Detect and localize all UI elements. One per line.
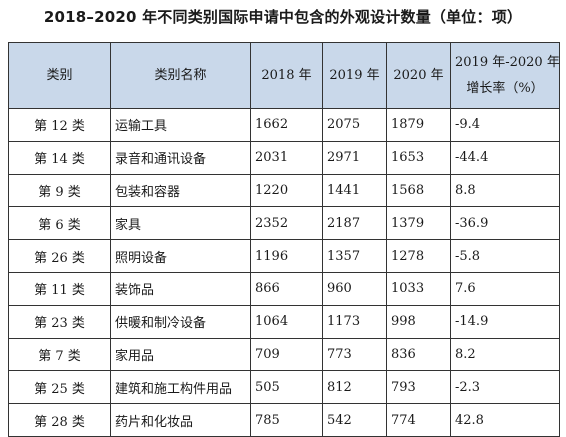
cell-2019: 1441 [322, 173, 387, 208]
table-header: 类别 类别名称 2018 年 2019 年 2020 年 2019 年-2020… [8, 42, 560, 109]
cell-2020: 774 [386, 403, 451, 437]
cell-2019: 773 [322, 337, 387, 372]
cell-2018: 1064 [250, 304, 323, 339]
cell-category-name: 供暖和制冷设备 [110, 304, 251, 339]
cell-2019: 960 [322, 271, 387, 306]
cell-category-name: 装饰品 [110, 271, 251, 306]
cell-2019: 1173 [322, 304, 387, 339]
table-row: 第 26 类照明设备 1196 1357 1278 -5.8 [8, 239, 560, 273]
cell-2020: 998 [386, 304, 451, 339]
cell-2019: 1357 [322, 239, 387, 273]
cell-category: 第 25 类 [8, 370, 111, 405]
header-2018: 2018 年 [250, 42, 323, 109]
cell-category: 第 26 类 [8, 239, 111, 273]
table-body: 第 12 类运输工具 1662 2075 1879 -9.4 第 14 类录音和通讯设备 2… [8, 108, 560, 437]
cell-category-name: 药片和化妆品 [110, 403, 251, 437]
cell-2018: 505 [250, 370, 323, 405]
cell-growth: 8.8 [450, 173, 560, 208]
cell-growth: 7.6 [450, 271, 560, 306]
cell-category-name: 建筑和施工构件用品 [110, 370, 251, 405]
header-row: 类别 类别名称 2018 年 2019 年 2020 年 2019 年-2020… [8, 42, 560, 109]
table-title: 2018–2020 年不同类别国际申请中包含的外观设计数量（单位：项） [43, 8, 523, 26]
cell-category: 第 28 类 [8, 403, 111, 437]
cell-category: 第 11 类 [8, 271, 111, 306]
cell-growth: 8.2 [450, 337, 560, 372]
cell-2020: 1653 [386, 140, 451, 175]
cell-category: 第 9 类 [8, 173, 111, 208]
header-growth: 2019 年-2020 年 增长率（%） [450, 42, 560, 109]
cell-2019: 2187 [322, 206, 387, 241]
cell-category: 第 12 类 [8, 108, 111, 142]
header-category: 类别 [8, 42, 111, 109]
cell-growth: -9.4 [450, 108, 560, 142]
table-row: 第 7 类家用品 709 773 836 8.2 [8, 337, 560, 372]
table-row: 第 6 类家具 2352 2187 1379 -36.9 [8, 206, 560, 241]
cell-2018: 1220 [250, 173, 323, 208]
cell-2018: 785 [250, 403, 323, 437]
cell-category: 第 7 类 [8, 337, 111, 372]
table-row: 第 11 类装饰品 866 960 1033 7.6 [8, 271, 560, 306]
cell-2020: 1278 [386, 239, 451, 273]
cell-2020: 1033 [386, 271, 451, 306]
header-growth-line2: 增长率（%） [466, 80, 544, 96]
cell-2020: 836 [386, 337, 451, 372]
cell-2020: 1879 [386, 108, 451, 142]
header-2020: 2020 年 [386, 42, 451, 109]
cell-category: 第 14 类 [8, 140, 111, 175]
cell-2018: 1662 [250, 108, 323, 142]
cell-growth: 42.8 [450, 403, 560, 437]
table-row: 第 23 类供暖和制冷设备 1064 1173 998 -14.9 [8, 304, 560, 339]
cell-category-name: 家具 [110, 206, 251, 241]
cell-2020: 793 [386, 370, 451, 405]
cell-2018: 709 [250, 337, 323, 372]
cell-2020: 1379 [386, 206, 451, 241]
cell-growth: -14.9 [450, 304, 560, 339]
design-count-table: 类别 类别名称 2018 年 2019 年 2020 年 2019 年-2020… [8, 42, 560, 437]
table-row: 第 28 类药片和化妆品 785 542 774 42.8 [8, 403, 560, 437]
cell-category-name: 包装和容器 [110, 173, 251, 208]
cell-category-name: 照明设备 [110, 239, 251, 273]
cell-category-name: 运输工具 [110, 108, 251, 142]
cell-growth: -5.8 [450, 239, 560, 273]
cell-growth: -44.4 [450, 140, 560, 175]
header-category-name: 类别名称 [110, 42, 251, 109]
cell-2018: 2352 [250, 206, 323, 241]
cell-category-name: 录音和通讯设备 [110, 140, 251, 175]
cell-growth: -2.3 [450, 370, 560, 405]
cell-category: 第 6 类 [8, 206, 111, 241]
cell-2018: 2031 [250, 140, 323, 175]
table-row: 第 25 类建筑和施工构件用品 505 812 793 -2.3 [8, 370, 560, 405]
cell-2018: 1196 [250, 239, 323, 273]
cell-2019: 542 [322, 403, 387, 437]
table-row: 第 14 类录音和通讯设备 2031 2971 1653 -44.4 [8, 140, 560, 175]
cell-2018: 866 [250, 271, 323, 306]
cell-category-name: 家用品 [110, 337, 251, 372]
table-row: 第 12 类运输工具 1662 2075 1879 -9.4 [8, 108, 560, 142]
cell-growth: -36.9 [450, 206, 560, 241]
cell-2019: 2075 [322, 108, 387, 142]
header-growth-line1: 2019 年-2020 年 [455, 54, 560, 70]
cell-2020: 1568 [386, 173, 451, 208]
cell-2019: 812 [322, 370, 387, 405]
table-row: 第 9 类包装和容器 1220 1441 1568 8.8 [8, 173, 560, 208]
cell-2019: 2971 [322, 140, 387, 175]
cell-category: 第 23 类 [8, 304, 111, 339]
header-2019: 2019 年 [322, 42, 387, 109]
